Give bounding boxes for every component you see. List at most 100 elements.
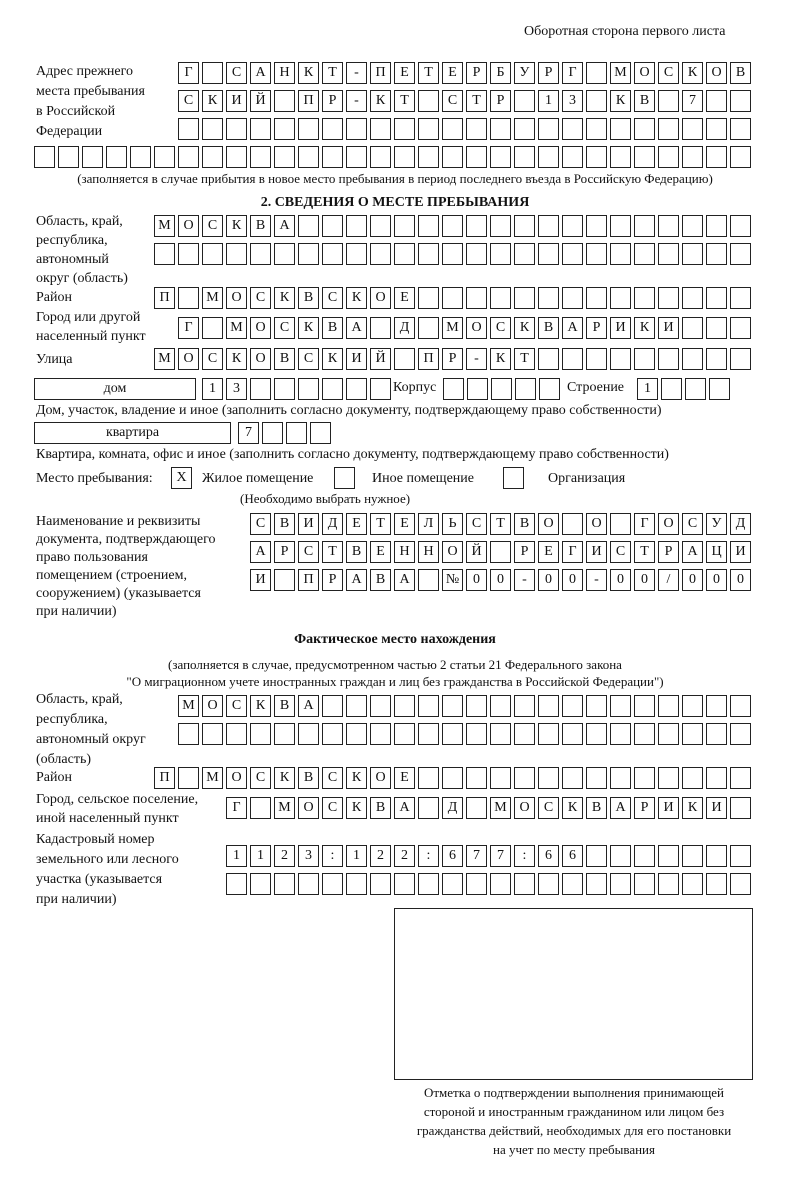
- letter-cell[interactable]: С: [178, 90, 199, 112]
- letter-cell[interactable]: [82, 146, 103, 168]
- letter-cell[interactable]: [490, 215, 511, 237]
- letter-cell[interactable]: [274, 378, 295, 400]
- letter-cell[interactable]: [442, 723, 463, 745]
- letter-cell[interactable]: [490, 243, 511, 265]
- letter-cell[interactable]: 0: [466, 569, 487, 591]
- letter-cell[interactable]: [538, 767, 559, 789]
- letter-cell[interactable]: В: [274, 695, 295, 717]
- letter-cell[interactable]: [286, 422, 307, 444]
- letter-cell[interactable]: [514, 723, 535, 745]
- letter-cell[interactable]: [178, 723, 199, 745]
- letter-cell[interactable]: 1: [250, 845, 271, 867]
- letter-cell[interactable]: И: [298, 513, 319, 535]
- letter-cell[interactable]: [706, 118, 727, 140]
- letter-cell[interactable]: С: [682, 513, 703, 535]
- letter-cell[interactable]: В: [322, 317, 343, 339]
- letter-cell[interactable]: [706, 215, 727, 237]
- letter-cell[interactable]: [658, 695, 679, 717]
- letter-cell[interactable]: [346, 695, 367, 717]
- letter-cell[interactable]: М: [490, 797, 511, 819]
- letter-cell[interactable]: [418, 873, 439, 895]
- letter-cell[interactable]: 1: [346, 845, 367, 867]
- letter-cell[interactable]: Т: [322, 62, 343, 84]
- letter-cell[interactable]: [274, 723, 295, 745]
- letter-cell[interactable]: [418, 317, 439, 339]
- letter-cell[interactable]: [466, 146, 487, 168]
- letter-cell[interactable]: О: [634, 62, 655, 84]
- letter-cell[interactable]: [250, 118, 271, 140]
- letter-cell[interactable]: Д: [730, 513, 751, 535]
- letter-cell[interactable]: [346, 723, 367, 745]
- stay-checkbox-other[interactable]: [334, 467, 355, 489]
- letter-cell[interactable]: [562, 873, 583, 895]
- letter-cell[interactable]: [682, 243, 703, 265]
- letter-cell[interactable]: С: [490, 317, 511, 339]
- letter-cell[interactable]: О: [442, 541, 463, 563]
- letter-cell[interactable]: [370, 146, 391, 168]
- letter-cell[interactable]: А: [562, 317, 583, 339]
- letter-cell[interactable]: [538, 287, 559, 309]
- letter-cell[interactable]: [658, 767, 679, 789]
- letter-cell[interactable]: [442, 243, 463, 265]
- letter-cell[interactable]: [586, 90, 607, 112]
- letter-cell[interactable]: [298, 873, 319, 895]
- letter-cell[interactable]: 7: [682, 90, 703, 112]
- letter-cell[interactable]: К: [226, 348, 247, 370]
- letter-cell[interactable]: [442, 873, 463, 895]
- letter-cell[interactable]: [250, 378, 271, 400]
- letter-cell[interactable]: [442, 215, 463, 237]
- letter-cell[interactable]: [610, 118, 631, 140]
- letter-cell[interactable]: И: [610, 317, 631, 339]
- letter-cell[interactable]: Р: [658, 541, 679, 563]
- letter-cell[interactable]: А: [610, 797, 631, 819]
- letter-cell[interactable]: [658, 723, 679, 745]
- letter-cell[interactable]: [274, 118, 295, 140]
- letter-cell[interactable]: [730, 287, 751, 309]
- letter-cell[interactable]: [514, 118, 535, 140]
- letter-cell[interactable]: К: [250, 695, 271, 717]
- letter-cell[interactable]: [682, 723, 703, 745]
- letter-cell[interactable]: Й: [370, 348, 391, 370]
- letter-cell[interactable]: [466, 695, 487, 717]
- letter-cell[interactable]: 2: [274, 845, 295, 867]
- letter-cell[interactable]: О: [514, 797, 535, 819]
- letter-cell[interactable]: [586, 767, 607, 789]
- letter-cell[interactable]: О: [658, 513, 679, 535]
- letter-cell[interactable]: [418, 118, 439, 140]
- letter-cell[interactable]: [178, 767, 199, 789]
- letter-cell[interactable]: [586, 243, 607, 265]
- letter-cell[interactable]: Г: [634, 513, 655, 535]
- letter-cell[interactable]: О: [298, 797, 319, 819]
- letter-cell[interactable]: [467, 378, 488, 400]
- letter-cell[interactable]: Д: [442, 797, 463, 819]
- letter-cell[interactable]: [682, 287, 703, 309]
- letter-cell[interactable]: [730, 243, 751, 265]
- letter-cell[interactable]: М: [202, 767, 223, 789]
- letter-cell[interactable]: [202, 243, 223, 265]
- letter-cell[interactable]: [634, 873, 655, 895]
- letter-cell[interactable]: [682, 695, 703, 717]
- letter-cell[interactable]: [562, 215, 583, 237]
- letter-cell[interactable]: [274, 243, 295, 265]
- letter-cell[interactable]: :: [514, 845, 535, 867]
- letter-cell[interactable]: [562, 118, 583, 140]
- letter-cell[interactable]: [586, 873, 607, 895]
- letter-cell[interactable]: [346, 378, 367, 400]
- letter-cell[interactable]: [706, 243, 727, 265]
- letter-cell[interactable]: В: [370, 797, 391, 819]
- letter-cell[interactable]: [706, 90, 727, 112]
- letter-cell[interactable]: С: [202, 348, 223, 370]
- letter-cell[interactable]: Й: [466, 541, 487, 563]
- letter-cell[interactable]: [730, 873, 751, 895]
- letter-cell[interactable]: [538, 243, 559, 265]
- letter-cell[interactable]: К: [634, 317, 655, 339]
- letter-cell[interactable]: [514, 287, 535, 309]
- letter-cell[interactable]: [730, 317, 751, 339]
- letter-cell[interactable]: [466, 287, 487, 309]
- letter-cell[interactable]: [418, 90, 439, 112]
- letter-cell[interactable]: [370, 723, 391, 745]
- letter-cell[interactable]: [661, 378, 682, 400]
- letter-cell[interactable]: [202, 146, 223, 168]
- letter-cell[interactable]: 0: [730, 569, 751, 591]
- letter-cell[interactable]: О: [202, 695, 223, 717]
